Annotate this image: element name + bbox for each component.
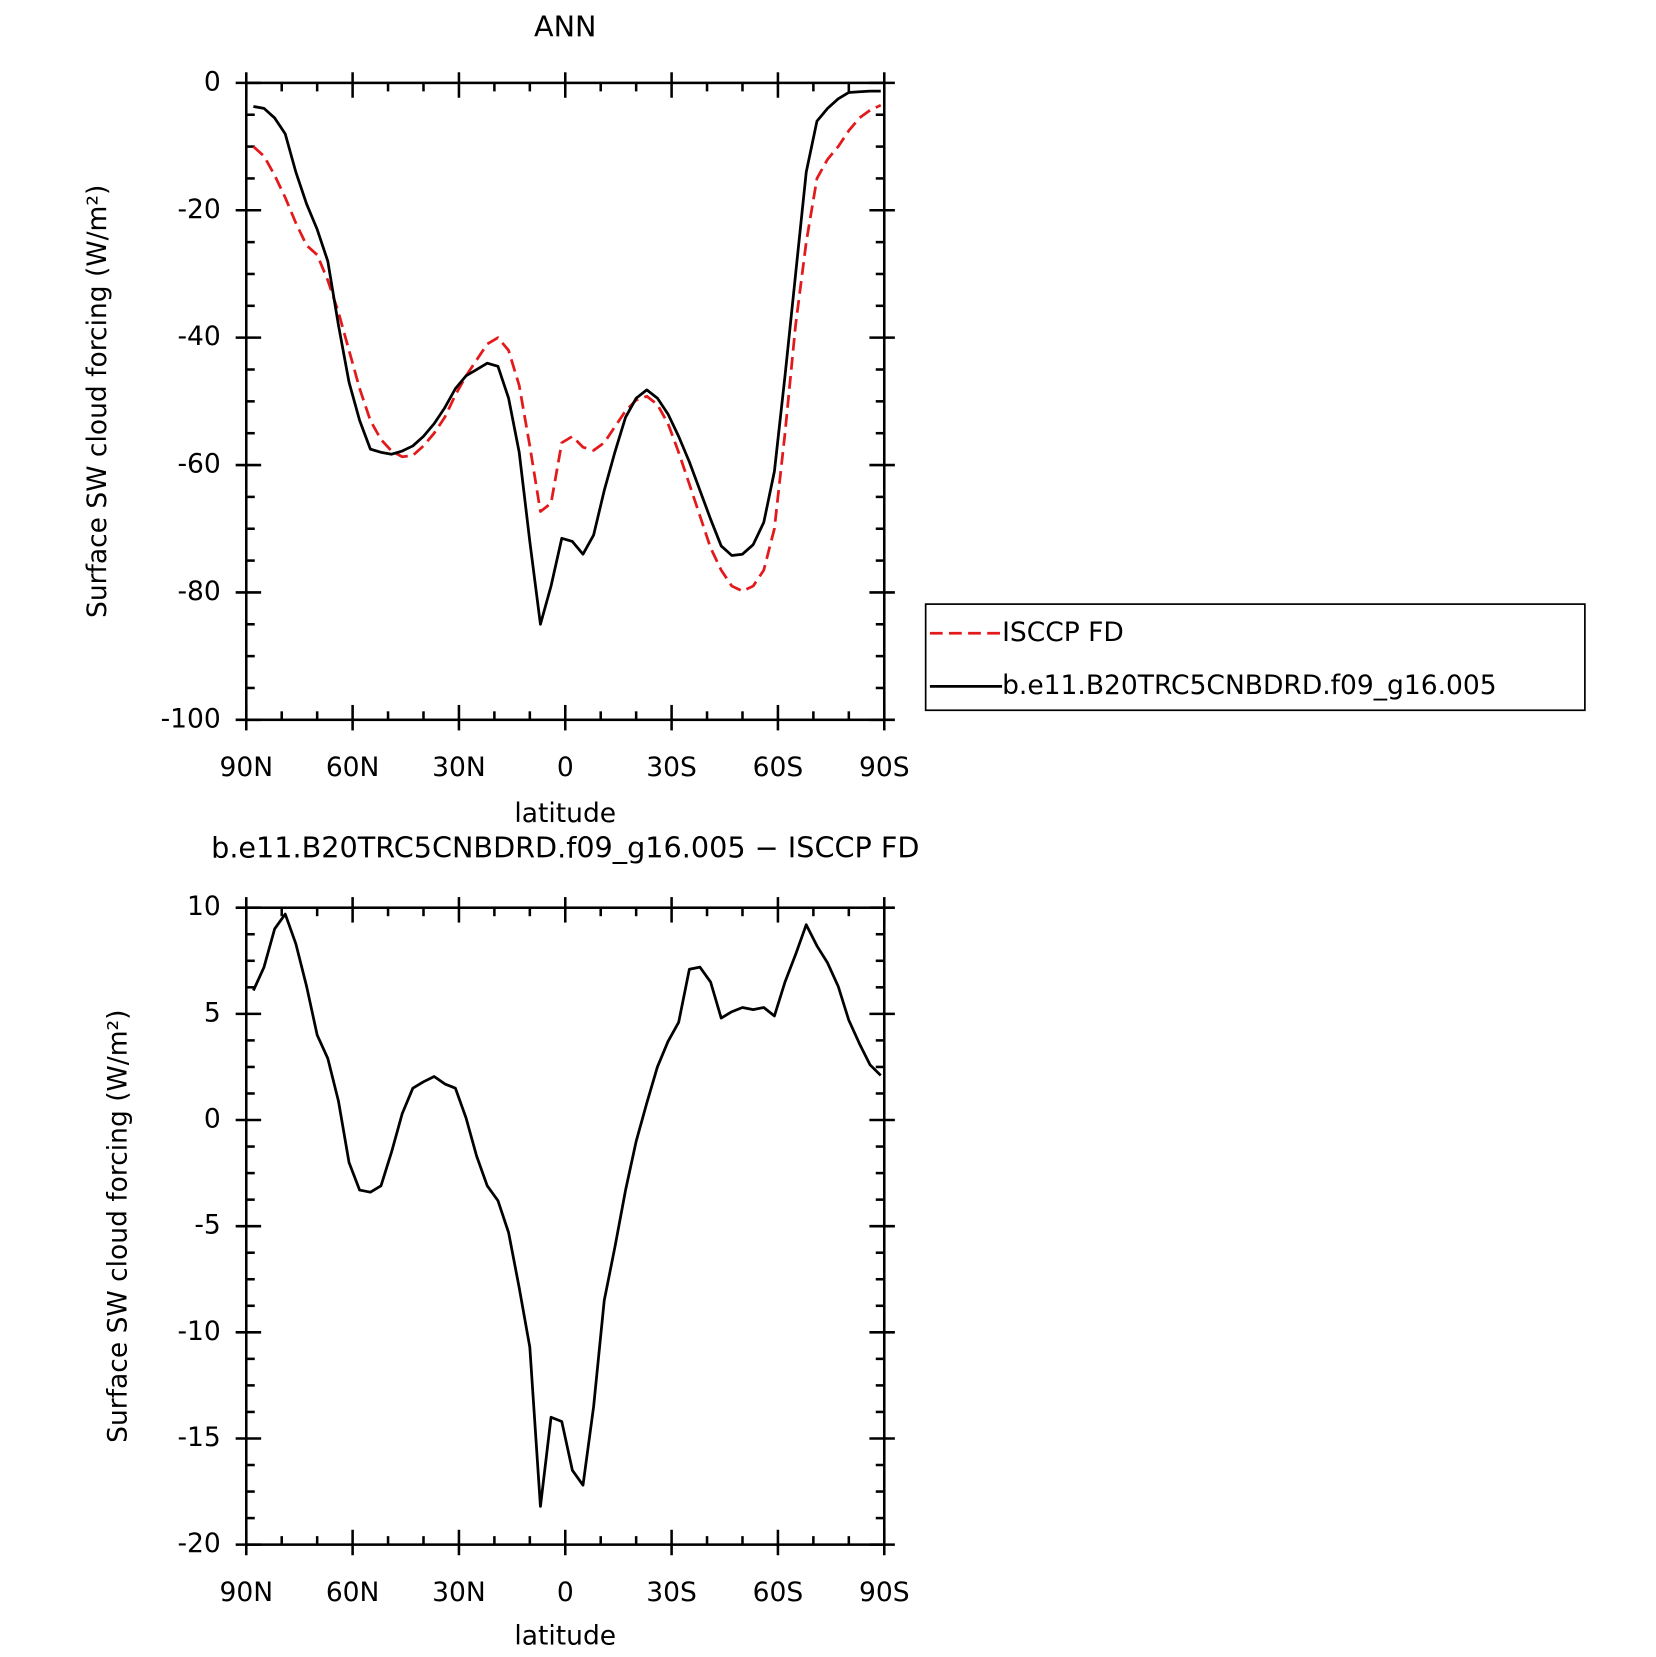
x-tick-label: 60N: [326, 752, 380, 783]
x-tick-label: 30S: [646, 1577, 697, 1608]
y-tick-label: 5: [204, 997, 221, 1028]
x-tick-label: 60N: [326, 1577, 380, 1608]
x-tick-label: 90S: [859, 752, 910, 783]
x-tick-label: 60S: [753, 752, 804, 783]
data-line: [252, 103, 882, 593]
y-tick-label: -20: [177, 1528, 220, 1559]
y-tick-label: -5: [194, 1210, 220, 1241]
x-tick-label: 0: [557, 752, 574, 783]
data-line: [252, 912, 882, 1508]
x-tick-label: 90S: [859, 1577, 910, 1608]
chart-title: b.e11.B20TRC5CNBDRD.f09_g16.005 − ISCCP …: [211, 830, 919, 864]
y-tick-label: 10: [187, 891, 221, 922]
x-tick-label: 30N: [432, 752, 486, 783]
x-tick-label: 90N: [219, 1577, 273, 1608]
y-tick-label: -10: [177, 1316, 220, 1347]
x-tick-label: 0: [557, 1577, 574, 1608]
y-tick-label: -40: [177, 321, 220, 352]
chart-title: ANN: [534, 10, 596, 44]
y-tick-label: -100: [161, 703, 221, 734]
legend-box: [924, 603, 1586, 712]
x-tick-label: 30N: [432, 1577, 486, 1608]
x-axis-label: latitude: [514, 1620, 616, 1651]
legend-label: b.e11.B20TRC5CNBDRD.f09_g16.005: [1002, 670, 1497, 701]
x-tick-label: 30S: [646, 752, 697, 783]
y-tick-label: 0: [204, 66, 221, 97]
y-tick-label: -60: [177, 449, 220, 480]
y-axis-label: Surface SW cloud forcing (W/m²): [102, 1009, 133, 1442]
x-tick-label: 60S: [753, 1577, 804, 1608]
y-tick-label: -15: [177, 1422, 220, 1453]
y-tick-label: -80: [177, 576, 220, 607]
y-axis-label: Surface SW cloud forcing (W/m²): [82, 185, 113, 618]
y-tick-label: 0: [204, 1104, 221, 1135]
plot-frame: [245, 906, 886, 1546]
x-tick-label: 90N: [219, 752, 273, 783]
plot-frame: [245, 81, 886, 722]
data-line: [253, 89, 881, 626]
y-tick-label: -20: [177, 194, 220, 225]
legend: ISCCP FD b.e11.B20TRC5CNBDRD.f09_g16.005: [924, 603, 1586, 712]
legend-label: ISCCP FD: [1002, 617, 1124, 648]
x-axis-label: latitude: [514, 798, 616, 829]
